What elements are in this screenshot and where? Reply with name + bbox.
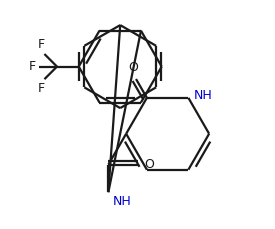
- Text: NH: NH: [112, 195, 131, 208]
- Text: O: O: [144, 158, 154, 171]
- Text: F: F: [37, 38, 45, 51]
- Text: O: O: [128, 61, 138, 74]
- Text: F: F: [29, 60, 36, 73]
- Text: NH: NH: [193, 89, 212, 102]
- Text: F: F: [37, 82, 45, 95]
